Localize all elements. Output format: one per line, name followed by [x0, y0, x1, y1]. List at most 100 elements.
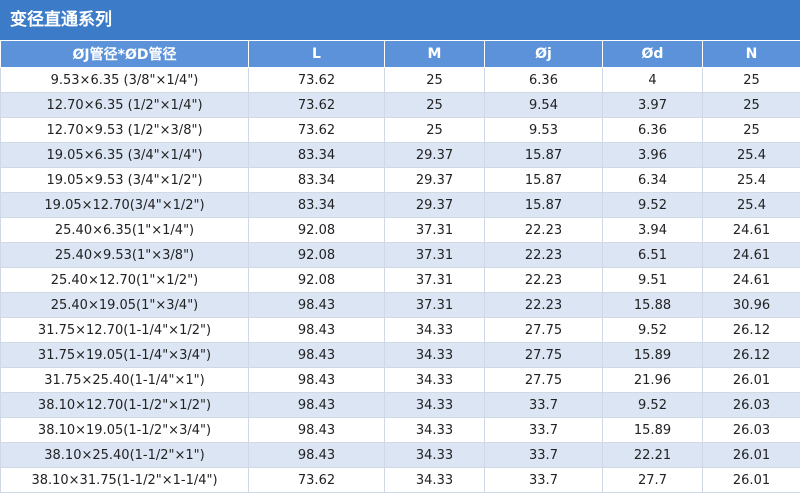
table-cell: 25.40×19.05(1"×3/4") [1, 293, 249, 318]
table-cell: 92.08 [249, 268, 385, 293]
table-cell: 34.33 [385, 468, 485, 493]
column-header: Ød [603, 41, 703, 68]
column-header: M [385, 41, 485, 68]
table-cell: 26.03 [703, 393, 800, 418]
table-cell: 6.34 [603, 168, 703, 193]
table-cell: 27.75 [485, 318, 603, 343]
column-header: L [249, 41, 385, 68]
table-cell: 38.10×25.40(1-1/2"×1") [1, 443, 249, 468]
table-cell: 25.40×12.70(1"×1/2") [1, 268, 249, 293]
table-cell: 34.33 [385, 443, 485, 468]
table-cell: 25.4 [703, 193, 800, 218]
table-cell: 19.05×12.70(3/4"×1/2") [1, 193, 249, 218]
table-cell: 31.75×12.70(1-1/4"×1/2") [1, 318, 249, 343]
table-cell: 98.43 [249, 443, 385, 468]
column-header: N [703, 41, 800, 68]
table-cell: 15.87 [485, 168, 603, 193]
column-header: ØJ管径*ØD管径 [1, 41, 249, 68]
table-cell: 38.10×31.75(1-1/2"×1-1/4") [1, 468, 249, 493]
table-cell: 34.33 [385, 418, 485, 443]
table-cell: 15.89 [603, 418, 703, 443]
table-cell: 12.70×6.35 (1/2"×1/4") [1, 93, 249, 118]
table-cell: 31.75×25.40(1-1/4"×1") [1, 368, 249, 393]
table-cell: 25 [385, 68, 485, 93]
table-cell: 92.08 [249, 218, 385, 243]
table-cell: 98.43 [249, 343, 385, 368]
table-cell: 92.08 [249, 243, 385, 268]
title-bar: 变径直通系列 [0, 0, 800, 40]
table-cell: 22.23 [485, 268, 603, 293]
table-cell: 25 [703, 68, 800, 93]
table-cell: 25.4 [703, 168, 800, 193]
table-cell: 3.96 [603, 143, 703, 168]
table-cell: 98.43 [249, 368, 385, 393]
table-cell: 25.4 [703, 143, 800, 168]
table-cell: 6.51 [603, 243, 703, 268]
table-cell: 24.61 [703, 243, 800, 268]
table-cell: 73.62 [249, 68, 385, 93]
table-cell: 25 [385, 118, 485, 143]
table-cell: 9.52 [603, 193, 703, 218]
table-cell: 73.62 [249, 468, 385, 493]
table-cell: 98.43 [249, 293, 385, 318]
table-cell: 37.31 [385, 243, 485, 268]
table-cell: 9.52 [603, 393, 703, 418]
table-cell: 83.34 [249, 143, 385, 168]
column-header: Øj [485, 41, 603, 68]
table-cell: 25.40×9.53(1"×3/8") [1, 243, 249, 268]
table-cell: 19.05×9.53 (3/4"×1/2") [1, 168, 249, 193]
table-cell: 27.75 [485, 343, 603, 368]
table-cell: 22.21 [603, 443, 703, 468]
table-cell: 4 [603, 68, 703, 93]
table-cell: 37.31 [385, 293, 485, 318]
table-cell: 15.88 [603, 293, 703, 318]
table-cell: 25 [385, 93, 485, 118]
table-cell: 98.43 [249, 318, 385, 343]
table-cell: 38.10×19.05(1-1/2"×3/4") [1, 418, 249, 443]
table-cell: 25.40×6.35(1"×1/4") [1, 218, 249, 243]
table-cell: 31.75×19.05(1-1/4"×3/4") [1, 343, 249, 368]
table-cell: 37.31 [385, 218, 485, 243]
table-cell: 34.33 [385, 318, 485, 343]
table-cell: 37.31 [385, 268, 485, 293]
table-cell: 9.51 [603, 268, 703, 293]
table-cell: 26.03 [703, 418, 800, 443]
table-cell: 34.33 [385, 393, 485, 418]
table-cell: 12.70×9.53 (1/2"×3/8") [1, 118, 249, 143]
table-cell: 9.54 [485, 93, 603, 118]
table-cell: 26.01 [703, 443, 800, 468]
table-cell: 22.23 [485, 243, 603, 268]
table-cell: 25 [703, 93, 800, 118]
table-cell: 73.62 [249, 118, 385, 143]
table-cell: 83.34 [249, 193, 385, 218]
table-cell: 15.89 [603, 343, 703, 368]
table-cell: 25 [703, 118, 800, 143]
table-cell: 22.23 [485, 218, 603, 243]
table-cell: 9.53×6.35 (3/8"×1/4") [1, 68, 249, 93]
table-cell: 34.33 [385, 343, 485, 368]
table-cell: 73.62 [249, 93, 385, 118]
table-cell: 33.7 [485, 393, 603, 418]
table-cell: 22.23 [485, 293, 603, 318]
table-cell: 29.37 [385, 193, 485, 218]
table-cell: 6.36 [603, 118, 703, 143]
table-cell: 27.75 [485, 368, 603, 393]
